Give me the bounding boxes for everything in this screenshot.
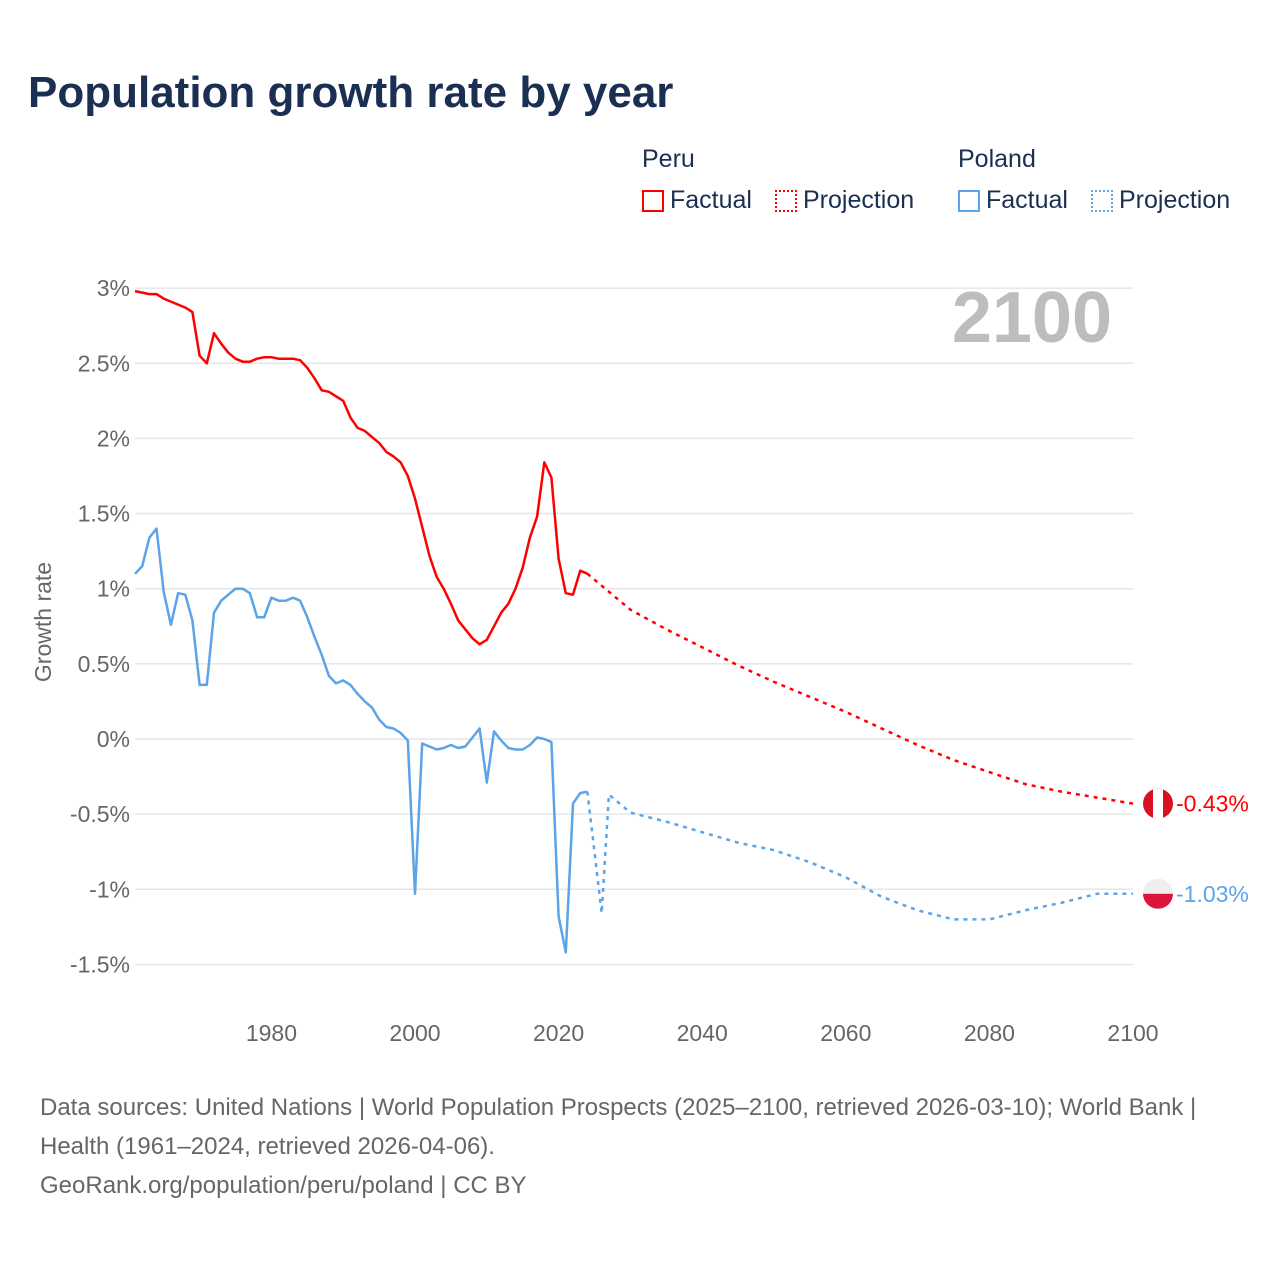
legend-label: Factual: [670, 186, 752, 214]
flag-peru-icon: [1143, 788, 1173, 819]
y-tick-label: -0.5%: [70, 801, 130, 827]
y-tick-label: 3%: [97, 275, 130, 301]
legend-country-poland: Poland: [958, 145, 1036, 173]
flag-white: [1143, 878, 1173, 894]
x-tick-label: 2060: [820, 1020, 871, 1046]
y-tick-label: -1%: [89, 876, 130, 902]
legend-peru-factual[interactable]: Factual: [642, 186, 752, 215]
x-tick-label: 2100: [1107, 1020, 1158, 1046]
y-tick-label: -1.5%: [70, 951, 130, 977]
legend-label: Factual: [986, 186, 1068, 214]
dotted-swatch-icon: [1091, 189, 1113, 212]
solid-swatch-icon: [958, 189, 980, 212]
legend-label: Projection: [803, 186, 915, 214]
y-tick-label: 2.5%: [78, 350, 130, 376]
end-value-label: -1.03%: [1176, 881, 1249, 907]
y-tick-label: 1.5%: [78, 501, 130, 527]
x-tick-label: 2000: [389, 1020, 440, 1046]
solid-swatch-icon: [642, 189, 664, 212]
year-watermark: 2100: [952, 278, 1112, 358]
credit-link[interactable]: GeoRank.org/population/peru/poland | CC …: [40, 1172, 527, 1199]
x-tick-label: 2020: [533, 1020, 584, 1046]
end-value-label: -0.43%: [1176, 791, 1249, 817]
flag-white: [1153, 788, 1163, 819]
y-tick-label: 0%: [97, 726, 130, 752]
series-line-peru-factual: [134, 289, 588, 646]
x-tick-label: 1980: [246, 1020, 297, 1046]
series-line-poland-factual: [134, 527, 588, 954]
flag-red: [1143, 893, 1173, 909]
legend-label: Projection: [1119, 186, 1231, 214]
legend-country-peru: Peru: [642, 145, 695, 173]
dotted-swatch-icon: [775, 189, 797, 212]
legend-poland-projection[interactable]: Projection: [1091, 186, 1230, 215]
legend-peru-projection[interactable]: Projection: [775, 186, 914, 215]
flag-poland-icon: [1143, 878, 1173, 909]
gridlines: 3% 2.5% 2% 1.5% 1% 0.5% 0% -0.5% -1% -1.5% 1980 200…: [70, 275, 1159, 1046]
y-tick-label: 0.5%: [78, 651, 130, 677]
series-line-poland-projection: [586, 791, 1133, 921]
footer: Data sources: United Nations | World Pop…: [40, 1088, 1240, 1205]
x-tick-label: 2040: [677, 1020, 728, 1046]
chart-title: Population growth rate by year: [28, 68, 674, 117]
data-sources: Data sources: United Nations | World Pop…: [40, 1094, 1197, 1160]
legend-poland-factual[interactable]: Factual: [958, 186, 1068, 215]
series-group: -0.43% -1.03%: [134, 289, 1249, 954]
y-tick-label: 1%: [97, 576, 130, 602]
x-tick-label: 2080: [964, 1020, 1015, 1046]
series-line-peru-projection: [586, 572, 1134, 805]
y-axis-label: Growth rate: [30, 562, 56, 682]
y-tick-label: 2%: [97, 425, 130, 451]
